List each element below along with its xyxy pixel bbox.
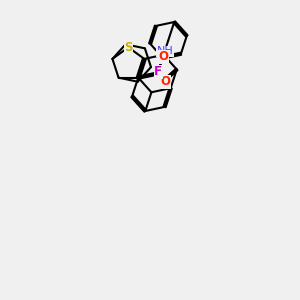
Text: O: O [158, 50, 168, 63]
Text: F: F [154, 65, 162, 78]
Text: O: O [160, 76, 170, 88]
Text: S: S [124, 41, 133, 54]
Text: NH: NH [157, 46, 173, 56]
